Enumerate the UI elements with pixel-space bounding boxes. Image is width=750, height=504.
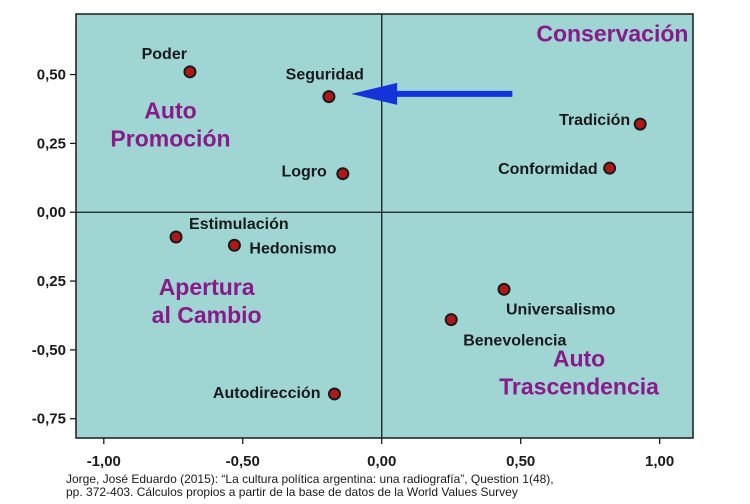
x-tick-label: 1,00 (645, 453, 674, 470)
point-label: Hedonismo (249, 240, 336, 257)
y-tick-label: -0,75 (32, 411, 66, 428)
quadrant-label: Auto Promoción (110, 98, 230, 152)
data-point (171, 232, 181, 242)
point-label: Universalismo (506, 301, 616, 318)
y-tick-label: 0,50 (37, 67, 66, 84)
y-tick-label: 0,00 (37, 204, 66, 221)
data-point (635, 119, 645, 129)
data-point (605, 163, 615, 173)
quadrant-label: Auto Trascendencia (499, 345, 659, 399)
data-point (185, 67, 195, 77)
x-tick-label: 0,00 (367, 453, 396, 470)
point-label: Logro (281, 164, 327, 181)
data-point (499, 284, 509, 294)
y-tick-label: -0,50 (32, 342, 66, 359)
data-point (446, 315, 456, 325)
y-tick-label: 0,25 (37, 273, 66, 290)
x-tick-label: 0,50 (506, 453, 535, 470)
quadrant-labels: Conservación Auto Promoción Apertura al Camb… (110, 21, 688, 400)
caption-line: Jorge, José Eduardo (2015): “La cultura … (66, 472, 554, 486)
quadrant-label: Conservación (536, 21, 688, 47)
x-tick-label: -1,00 (87, 453, 121, 470)
point-label: Seguridad (286, 67, 364, 84)
data-point (338, 169, 348, 179)
axes: 0,50 0,25 0,00 0,25 -0,50 -0,75 -1,00 -0,50 0,00… (32, 14, 693, 470)
arrow-head (351, 82, 398, 105)
y-tick-label: 0,25 (37, 135, 66, 152)
point-label: Tradición (559, 112, 630, 129)
caption-line: pp. 372-403. Cálculos propios a partir d… (66, 484, 518, 499)
arrow (351, 82, 513, 105)
point-label: Estimulación (189, 216, 289, 233)
plot-area (75, 13, 694, 439)
point-label: Autodirección (213, 385, 321, 402)
data-point (329, 389, 339, 399)
x-tick-label: -0,50 (226, 453, 260, 470)
data-points: Poder Seguridad Logro Estimulación Hedonismo… (142, 46, 647, 402)
point-label: Benevolencia (463, 333, 566, 350)
data-point (229, 240, 239, 250)
source-caption: Jorge, José Eduardo (2015): “La cultura … (66, 473, 746, 498)
quadrant-label: Apertura al Cambio (152, 274, 262, 328)
point-label: Poder (142, 46, 187, 63)
data-point (324, 92, 334, 102)
scatter-chart: 0,50 0,25 0,00 0,25 -0,50 -0,75 -1,00 -0,50 0,00… (32, 13, 694, 470)
point-label: Conformidad (498, 161, 598, 178)
